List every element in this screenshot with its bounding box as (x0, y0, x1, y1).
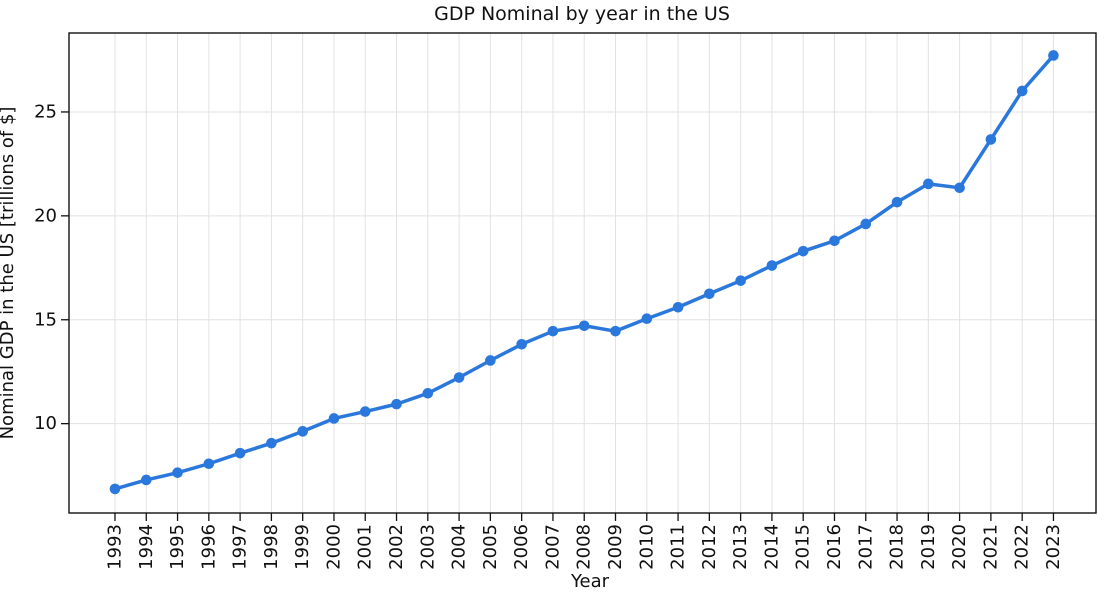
data-point-marker (829, 235, 840, 247)
x-tick-label: 2006 (511, 524, 532, 570)
x-tick-label: 2008 (574, 524, 595, 570)
y-tick-label: 20 (34, 205, 57, 226)
x-tick-label: 2022 (1012, 524, 1033, 570)
data-point-marker (422, 388, 434, 399)
data-point-marker (391, 398, 402, 410)
data-point-marker (234, 447, 246, 459)
x-tick-label: 2009 (605, 524, 626, 570)
data-point-marker (766, 260, 778, 271)
data-point-marker (359, 406, 371, 417)
x-tick-label: 1997 (230, 524, 251, 570)
x-tick-label: 2019 (918, 524, 939, 570)
data-point-marker (453, 372, 465, 383)
x-tick-label: 2007 (542, 524, 563, 570)
data-point-marker (860, 218, 872, 230)
tick-layer (61, 111, 1055, 521)
x-tick-label: 2021 (980, 524, 1001, 570)
x-tick-label: 1999 (292, 524, 313, 570)
data-point-marker (140, 474, 152, 486)
y-tick-label: 15 (34, 309, 57, 330)
data-point-marker (485, 355, 496, 366)
x-tick-label: 1995 (167, 524, 188, 570)
tick-label-layer: 1993 1994 1995 1996 1997 1998 1999 2000 2001 2002… (34, 101, 1064, 569)
data-point-marker (891, 196, 903, 208)
x-tick-label: 2016 (824, 524, 845, 570)
data-point-marker (923, 178, 934, 190)
data-point-marker (610, 325, 621, 337)
x-tick-label: 2014 (761, 524, 782, 570)
y-tick-label: 25 (34, 101, 57, 122)
x-tick-label: 2017 (855, 524, 876, 570)
x-tick-label: 2013 (730, 524, 751, 570)
data-point-marker (578, 320, 590, 332)
x-tick-label: 2001 (355, 524, 376, 570)
data-point-marker (641, 313, 653, 325)
y-tick-label: 10 (34, 413, 57, 434)
data-point-marker (672, 301, 684, 313)
data-point-marker (954, 182, 965, 194)
x-tick-label: 2012 (699, 524, 720, 570)
data-point-marker (797, 245, 809, 257)
x-tick-label: 1998 (261, 524, 282, 570)
grid-layer (69, 33, 1096, 513)
data-point-marker (328, 413, 340, 424)
data-point-marker (1016, 85, 1028, 97)
data-point-marker (172, 467, 183, 478)
x-axis-label: Year (570, 571, 610, 592)
x-tick-label: 2002 (386, 524, 407, 570)
x-tick-label: 2000 (323, 524, 344, 570)
data-point-marker (203, 458, 215, 470)
x-tick-label: 2003 (417, 524, 438, 570)
x-tick-label: 2020 (949, 524, 970, 570)
x-tick-label: 2011 (668, 524, 689, 570)
data-layer (109, 50, 1059, 495)
data-point-marker (1048, 50, 1059, 61)
x-tick-label: 2010 (636, 524, 657, 570)
axes-border (68, 32, 1097, 514)
x-tick-label: 1996 (198, 524, 219, 570)
data-point-marker (704, 288, 715, 300)
y-axis-label: Nominal GDP in the US [trillions of $] (0, 107, 18, 440)
data-point-marker (109, 483, 121, 495)
x-tick-label: 2015 (793, 524, 814, 570)
data-point-marker (985, 134, 997, 145)
data-point-marker (547, 325, 559, 337)
data-point-marker (516, 338, 527, 350)
x-tick-label: 1993 (104, 524, 125, 570)
chart-title: GDP Nominal by year in the US (434, 3, 730, 25)
data-point-marker (735, 275, 746, 286)
x-tick-label: 2005 (480, 524, 501, 570)
x-tick-label: 1994 (136, 524, 157, 570)
x-tick-label: 2023 (1043, 524, 1064, 570)
data-point-marker (297, 426, 308, 437)
data-point-marker (266, 437, 277, 449)
x-tick-label: 2004 (449, 524, 470, 570)
x-tick-label: 2018 (887, 524, 908, 570)
